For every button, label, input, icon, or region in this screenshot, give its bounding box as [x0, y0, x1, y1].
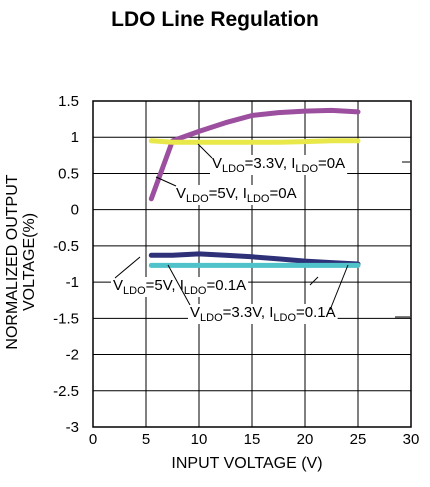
y-tick-label: 1: [71, 129, 79, 146]
series-label-leader: [309, 276, 319, 286]
x-tick-label: 15: [244, 431, 261, 448]
series-label-background: [188, 304, 338, 324]
x-tick-label: 10: [191, 431, 208, 448]
x-tick-label: 5: [142, 431, 150, 448]
y-axis-label-line2: VOLTAGE(%): [21, 213, 38, 311]
series-line-2: [148, 251, 361, 267]
series-label-3: VLDO=3.3V, ILDO=0.1A: [190, 304, 336, 324]
y-axis-label-line1: NORMALIZED OUTPUT: [4, 174, 21, 349]
chart-title: LDO Line Regulation: [111, 8, 319, 31]
y-tick-label: -2.5: [53, 383, 79, 400]
series-label-2: VLDO=5V, ILDO=0.1A: [113, 277, 246, 297]
series-line-0: [148, 107, 361, 202]
series-label-0: VLDO=5V, ILDO=0A: [176, 185, 297, 205]
series-label-leader: [155, 176, 177, 187]
x-tick-label: 20: [297, 431, 314, 448]
series-label-1: VLDO=3.3V, ILDO=0A: [212, 155, 345, 175]
y-tick-label: -3: [66, 419, 79, 436]
y-tick-label: -0.5: [53, 238, 79, 255]
series-label-background: [174, 185, 299, 205]
y-tick-label: 0: [71, 202, 79, 219]
plot-frame: [92, 100, 412, 428]
series-label-leader: [197, 143, 213, 159]
x-tick-label: 30: [403, 431, 420, 448]
y-tick-label: 0.5: [58, 165, 79, 182]
series-label-leader: [329, 264, 349, 311]
y-tick-label: -1: [66, 274, 79, 291]
series-label-leader: [167, 264, 191, 306]
series-line-1: [148, 138, 361, 145]
y-tick-label: 1.5: [58, 93, 79, 110]
x-tick-label: 0: [89, 431, 97, 448]
x-axis-label: INPUT VOLTAGE (V): [171, 455, 322, 472]
series-label-background: [210, 155, 348, 175]
x-tick-label: 25: [350, 431, 367, 448]
y-tick-label: -1.5: [53, 310, 79, 327]
series-label-leader: [114, 256, 141, 279]
y-tick-label: -2: [66, 347, 79, 364]
